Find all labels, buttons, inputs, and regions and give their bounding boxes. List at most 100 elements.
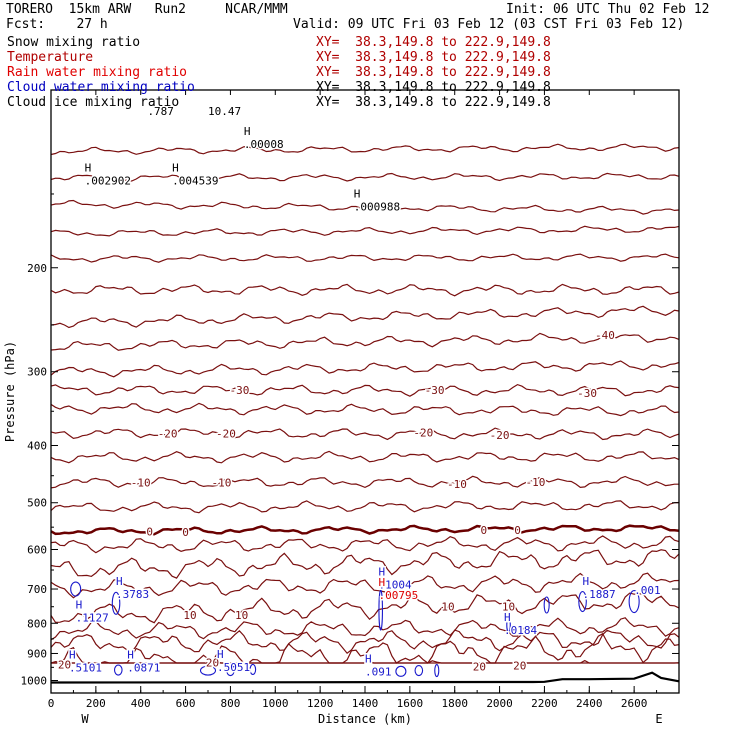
y-tick-label: 700: [27, 583, 47, 596]
isotherm-label: 0: [514, 524, 521, 537]
extremum-value: .1004: [378, 578, 411, 591]
x-tick-label: 2400: [576, 697, 603, 710]
cloud-water-contour: [226, 665, 235, 677]
field-temperature-xy: XY= 38.3,149.8 to 222.9,149.8: [316, 50, 551, 65]
isotherm-label: 20: [473, 661, 486, 674]
extremum-marker: H: [85, 162, 92, 175]
isotherm-line: [50, 427, 680, 441]
cloud-water-contour: [113, 664, 123, 676]
isotherm-line: [50, 305, 680, 329]
header-valid-time: Valid: 09 UTC Fri 03 Feb 12 (03 CST Fri …: [293, 17, 685, 32]
header-model-line: TORERO 15km ARW Run2 NCAR/MMM: [6, 2, 288, 17]
isotherm-line: [50, 283, 680, 297]
extremum-marker: H: [354, 187, 361, 200]
x-tick-label: 200: [86, 697, 106, 710]
extremum-value: .004539: [172, 175, 218, 188]
x-tick-label: 2200: [531, 697, 558, 710]
extremum-value: .00795: [378, 589, 418, 602]
cloud-water-contour: [249, 663, 257, 676]
field-snow-name: Snow mixing ratio: [7, 35, 141, 50]
extremum-value: .002902: [85, 175, 131, 188]
extremum-marker: H: [504, 611, 511, 624]
header-forecast-hour: Fcst: 27 h: [6, 17, 108, 32]
extremum-value: .1887: [583, 588, 616, 601]
y-tick-label: 800: [27, 617, 47, 630]
isotherm-label: -20: [413, 426, 433, 439]
isotherm-line: [50, 592, 680, 624]
extremum-value: .00008: [244, 138, 284, 151]
isotherm-label: -30: [577, 387, 597, 400]
x-tick-label: 2000: [486, 697, 513, 710]
isotherm-label: 0: [182, 526, 189, 539]
extremum-marker: H: [365, 653, 372, 666]
isotherm-line: [50, 450, 680, 464]
extremum-value: .5101: [69, 662, 102, 675]
isotherm-line: [50, 549, 680, 579]
isotherm-line: [50, 383, 680, 397]
isotherm-line: [50, 535, 680, 554]
isotherm-label: -20: [490, 429, 510, 442]
extremum-marker: H: [116, 575, 123, 588]
extremum-marker: H: [244, 125, 251, 138]
extremum-value: .5051: [217, 661, 250, 674]
y-tick-label: 600: [27, 543, 47, 556]
east-end-label: E: [655, 712, 662, 726]
isotherm-line: [50, 402, 680, 417]
isotherm-label: -30: [229, 384, 249, 397]
isotherm-line: [50, 360, 680, 378]
extremum-marker: H: [217, 648, 224, 661]
extremum-value: .787: [147, 105, 174, 118]
isotherm-label: -10: [447, 478, 467, 491]
isotherm-label: -20: [158, 428, 178, 441]
isotherm-line: [50, 617, 680, 641]
isotherm-label: 10: [441, 600, 454, 613]
field-snow-xy: XY= 38.3,149.8 to 222.9,149.8: [316, 35, 551, 50]
extremum-value: .001: [634, 584, 661, 597]
isotherm-line: [50, 143, 680, 156]
cloud-water-contour: [434, 664, 440, 678]
field-cloud-water-name: Cloud water mixing ratio: [7, 80, 195, 95]
x-tick-label: 0: [48, 697, 55, 710]
extremum-value: .0184: [504, 624, 537, 637]
extremum-marker: H: [378, 576, 385, 589]
isotherm-line: [50, 632, 680, 664]
isotherm-label: 20: [206, 657, 219, 670]
isotherm-line: [50, 500, 680, 514]
x-tick-label: 1600: [397, 697, 424, 710]
isotherm-label: 0: [481, 524, 488, 537]
x-tick-label: 600: [176, 697, 196, 710]
y-tick-label: 1000: [21, 674, 48, 687]
extremum-value: .091: [365, 666, 392, 679]
isotherm-line: [50, 572, 680, 599]
x-tick-label: 1000: [262, 697, 289, 710]
field-cloud-ice-name: Cloud ice mixing ratio: [7, 95, 180, 110]
extremum-marker: H: [127, 649, 134, 662]
isotherm-label: -10: [131, 476, 151, 489]
extremum-marker: H: [76, 599, 83, 612]
cloud-water-contour: [628, 589, 640, 614]
isotherm-line: [50, 225, 680, 237]
cloud-water-contour: [543, 596, 550, 614]
isotherm-line: [50, 524, 680, 536]
isotherm-line: [50, 629, 680, 655]
y-tick-label: 200: [27, 262, 47, 275]
extremum-value: 10.47: [208, 105, 241, 118]
extremum-marker: H: [583, 575, 590, 588]
extremum-value: .3783: [116, 588, 149, 601]
isotherm-line: [50, 332, 680, 351]
isotherm-label: -10: [526, 476, 546, 489]
isotherm-label: 20: [513, 660, 526, 673]
x-tick-label: 1200: [307, 697, 334, 710]
isotherm-label: 20: [58, 659, 71, 672]
extremum-marker: H: [172, 162, 179, 175]
extremum-marker: H: [378, 565, 385, 578]
x-tick-label: 1800: [441, 697, 468, 710]
y-tick-label: 300: [27, 366, 47, 379]
x-tick-label: 2600: [621, 697, 648, 710]
isotherm-line: [50, 475, 679, 489]
isotherm-label: -10: [212, 476, 232, 489]
x-axis-label: Distance (km): [318, 712, 412, 726]
extremum-value: .000988: [354, 200, 400, 213]
cloud-water-contour: [506, 617, 511, 633]
